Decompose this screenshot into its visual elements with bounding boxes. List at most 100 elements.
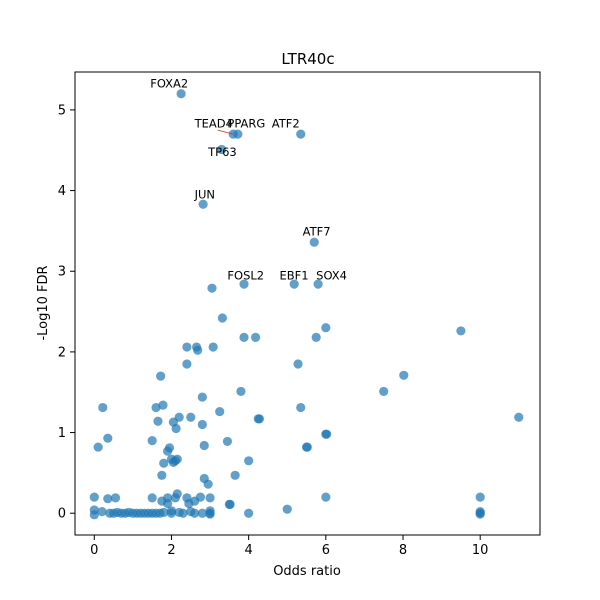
annotation-label: FOSL2 (227, 268, 264, 282)
data-point (313, 279, 323, 289)
data-point (124, 507, 134, 518)
y-tick-label: 4 (58, 184, 66, 199)
annotation-label: SOX4 (316, 268, 347, 282)
annotation-label: EBF1 (280, 268, 309, 282)
data-point (233, 129, 243, 139)
data-point (254, 414, 265, 424)
data-point (182, 342, 192, 352)
x-tick-label: 6 (322, 543, 330, 558)
annotation-leaders (217, 129, 234, 135)
data-point (156, 371, 166, 381)
data-point (311, 332, 321, 342)
y-tick-label: 1 (58, 426, 66, 441)
data-point (176, 89, 186, 99)
data-point (302, 442, 312, 452)
data-point (163, 446, 173, 456)
y-tick-label: 5 (58, 103, 66, 118)
data-point (147, 436, 157, 446)
data-point (197, 419, 207, 430)
x-axis-title: Odds ratio (273, 564, 341, 579)
annotation-label: PPARG (227, 117, 265, 131)
data-point (205, 493, 215, 503)
annotation-label: ATF2 (272, 117, 300, 131)
data-point (116, 508, 126, 518)
data-point (296, 129, 306, 139)
scatter-points (89, 89, 524, 520)
y-tick-label: 3 (58, 265, 66, 280)
data-point (514, 412, 524, 422)
data-point (168, 457, 179, 468)
data-point (190, 508, 200, 518)
data-point (197, 392, 207, 402)
data-point (159, 458, 169, 468)
data-point (132, 508, 142, 518)
data-point (321, 492, 331, 502)
data-point (222, 436, 233, 447)
y-axis-title: -Log10 FDR (36, 265, 51, 340)
data-point (203, 479, 213, 489)
data-point (321, 323, 331, 333)
x-tick-label: 2 (167, 543, 175, 558)
data-point (147, 493, 157, 503)
data-point (475, 492, 485, 502)
data-point (174, 507, 184, 518)
data-point (244, 456, 254, 466)
data-point (289, 279, 299, 289)
data-point (236, 386, 246, 397)
data-point (208, 342, 218, 352)
annotation-label: JUN (194, 188, 215, 202)
data-point (197, 508, 207, 518)
data-point (139, 508, 150, 518)
data-point (89, 492, 99, 502)
data-point (155, 508, 165, 518)
data-point (456, 326, 466, 336)
data-point (250, 332, 261, 342)
data-point (97, 507, 107, 517)
data-point (379, 386, 389, 397)
data-point (151, 402, 161, 413)
data-point (239, 279, 249, 289)
y-tick-label: 0 (58, 507, 66, 522)
data-point (170, 493, 180, 503)
leader-line (217, 129, 234, 135)
data-point (475, 509, 485, 519)
data-point (108, 508, 119, 518)
y-axis-ticks: 0 1 2 3 4 5 (58, 103, 75, 522)
data-point (103, 433, 113, 443)
data-point (153, 416, 163, 426)
data-point (322, 429, 332, 439)
data-point (293, 359, 303, 369)
data-point (110, 493, 121, 503)
data-point (147, 508, 157, 518)
annotation-label: TP63 (207, 145, 237, 159)
data-point (103, 494, 113, 504)
data-point (93, 442, 103, 452)
data-point (199, 440, 209, 451)
data-point (207, 283, 217, 293)
data-point (217, 144, 227, 155)
data-point (171, 423, 181, 434)
data-point (205, 509, 215, 519)
data-point (282, 504, 292, 514)
data-point (182, 359, 192, 369)
x-axis-ticks: 0 2 4 6 8 10 (90, 535, 488, 558)
data-point (166, 506, 177, 516)
data-point (230, 470, 240, 480)
data-point (186, 412, 196, 422)
data-point (215, 406, 225, 417)
data-point (225, 499, 235, 509)
data-point (98, 402, 108, 413)
data-point (217, 313, 228, 323)
x-tick-label: 0 (90, 543, 98, 558)
data-point (309, 237, 319, 247)
x-tick-label: 8 (399, 543, 407, 558)
plot-frame (74, 71, 541, 536)
data-point (158, 400, 168, 410)
data-point (193, 345, 203, 355)
data-point (239, 332, 249, 342)
x-tick-label: 10 (472, 543, 489, 558)
data-point (198, 199, 208, 209)
annotation-label: ATF7 (303, 225, 331, 239)
data-point (89, 510, 99, 520)
